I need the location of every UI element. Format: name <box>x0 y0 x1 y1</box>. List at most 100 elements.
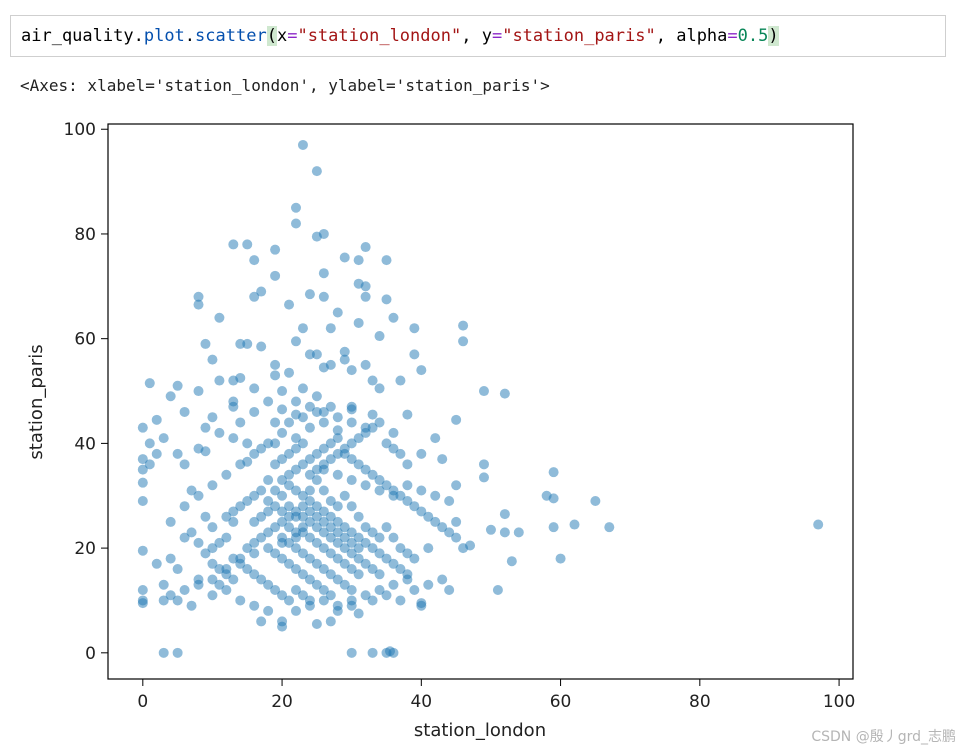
scatter-point <box>499 388 510 399</box>
scatter-point <box>297 383 308 394</box>
scatter-point <box>207 590 218 601</box>
scatter-point <box>284 448 295 459</box>
scatter-point <box>277 553 288 564</box>
scatter-point <box>179 584 190 595</box>
scatter-point <box>235 501 246 512</box>
scatter-point <box>277 516 288 527</box>
scatter-point <box>346 548 357 559</box>
scatter-point <box>409 323 420 334</box>
scatter-point <box>304 454 315 465</box>
scatter-point <box>193 537 204 548</box>
scatter-point <box>270 522 281 533</box>
scatter-point <box>151 448 162 459</box>
scatter-point <box>256 574 267 585</box>
scatter-point <box>332 600 343 611</box>
scatter-point <box>311 448 322 459</box>
scatter-point <box>360 281 371 292</box>
scatter-point <box>263 543 274 554</box>
scatter-point <box>395 543 406 554</box>
scatter-point <box>263 527 274 538</box>
scatter-point <box>339 252 350 263</box>
scatter-point <box>228 553 239 564</box>
scatter-point <box>332 307 343 318</box>
scatter-point <box>367 422 378 433</box>
scatter-point <box>235 595 246 606</box>
scatter-point <box>249 448 260 459</box>
scatter-point <box>381 255 392 266</box>
scatter-point <box>311 537 322 548</box>
scatter-point <box>304 506 315 517</box>
scatter-point <box>360 422 371 433</box>
scatter-point <box>193 299 204 310</box>
scatter-point <box>465 540 476 551</box>
scatter-point <box>221 584 232 595</box>
scatter-point <box>270 244 281 255</box>
x-tick-label: 80 <box>689 692 711 712</box>
scatter-point <box>478 459 489 470</box>
code-value-y: "station_paris" <box>502 26 656 46</box>
scatter-point <box>214 375 225 386</box>
scatter-point <box>214 564 225 575</box>
scatter-point <box>444 527 455 538</box>
scatter-point <box>360 537 371 548</box>
scatter-point <box>242 564 253 575</box>
code-object: air_quality <box>21 26 134 46</box>
scatter-point <box>263 506 274 517</box>
scatter-point <box>346 537 357 548</box>
scatter-point <box>290 202 301 213</box>
scatter-point <box>353 433 364 444</box>
scatter-point <box>332 574 343 585</box>
scatter-point <box>339 558 350 569</box>
scatter-point <box>297 323 308 334</box>
scatter-point <box>186 600 197 611</box>
scatter-point <box>311 579 322 590</box>
scatter-point <box>297 438 308 449</box>
code-cell[interactable]: air_quality.plot.scatter(x="station_lond… <box>10 15 946 57</box>
scatter-point <box>297 590 308 601</box>
scatter-point <box>360 242 371 253</box>
scatter-point <box>416 448 427 459</box>
scatter-point <box>290 532 301 543</box>
scatter-point <box>207 480 218 491</box>
scatter-point <box>263 438 274 449</box>
y-axis-label: station_paris <box>26 344 47 459</box>
scatter-point <box>325 616 336 627</box>
scatter-point <box>374 417 385 428</box>
scatter-point <box>172 380 183 391</box>
scatter-point <box>499 527 510 538</box>
scatter-point <box>172 647 183 658</box>
scatter-point <box>256 485 267 496</box>
y-tick-label: 60 <box>74 330 96 350</box>
scatter-point <box>339 532 350 543</box>
scatter-point <box>346 595 357 606</box>
scatter-point <box>388 427 399 438</box>
scatter-point <box>263 396 274 407</box>
scatter-point <box>158 433 169 444</box>
scatter-point <box>332 553 343 564</box>
scatter-point <box>242 543 253 554</box>
scatter-point <box>499 509 510 520</box>
axis-ticks: 0 20 40 60 80 100 0 20 40 60 80 100 <box>64 120 856 712</box>
scatter-point <box>165 516 176 527</box>
y-tick-label: 20 <box>74 539 96 559</box>
scatter-point <box>290 511 301 522</box>
scatter-point <box>200 338 211 349</box>
scatter-point <box>297 501 308 512</box>
scatter-point <box>590 495 601 506</box>
scatter-point <box>325 401 336 412</box>
scatter-point <box>270 548 281 559</box>
scatter-point <box>478 472 489 483</box>
scatter-point <box>137 464 148 475</box>
scatter-point <box>423 579 434 590</box>
scatter-point <box>395 490 406 501</box>
scatter-point <box>214 537 225 548</box>
scatter-point <box>458 336 469 347</box>
code-method-plot: plot <box>143 26 185 46</box>
scatter-point <box>297 569 308 580</box>
scatter-point <box>277 537 288 548</box>
scatter-point <box>381 438 392 449</box>
scatter-point <box>242 438 253 449</box>
scatter-point <box>256 511 267 522</box>
scatter-point <box>311 349 322 360</box>
